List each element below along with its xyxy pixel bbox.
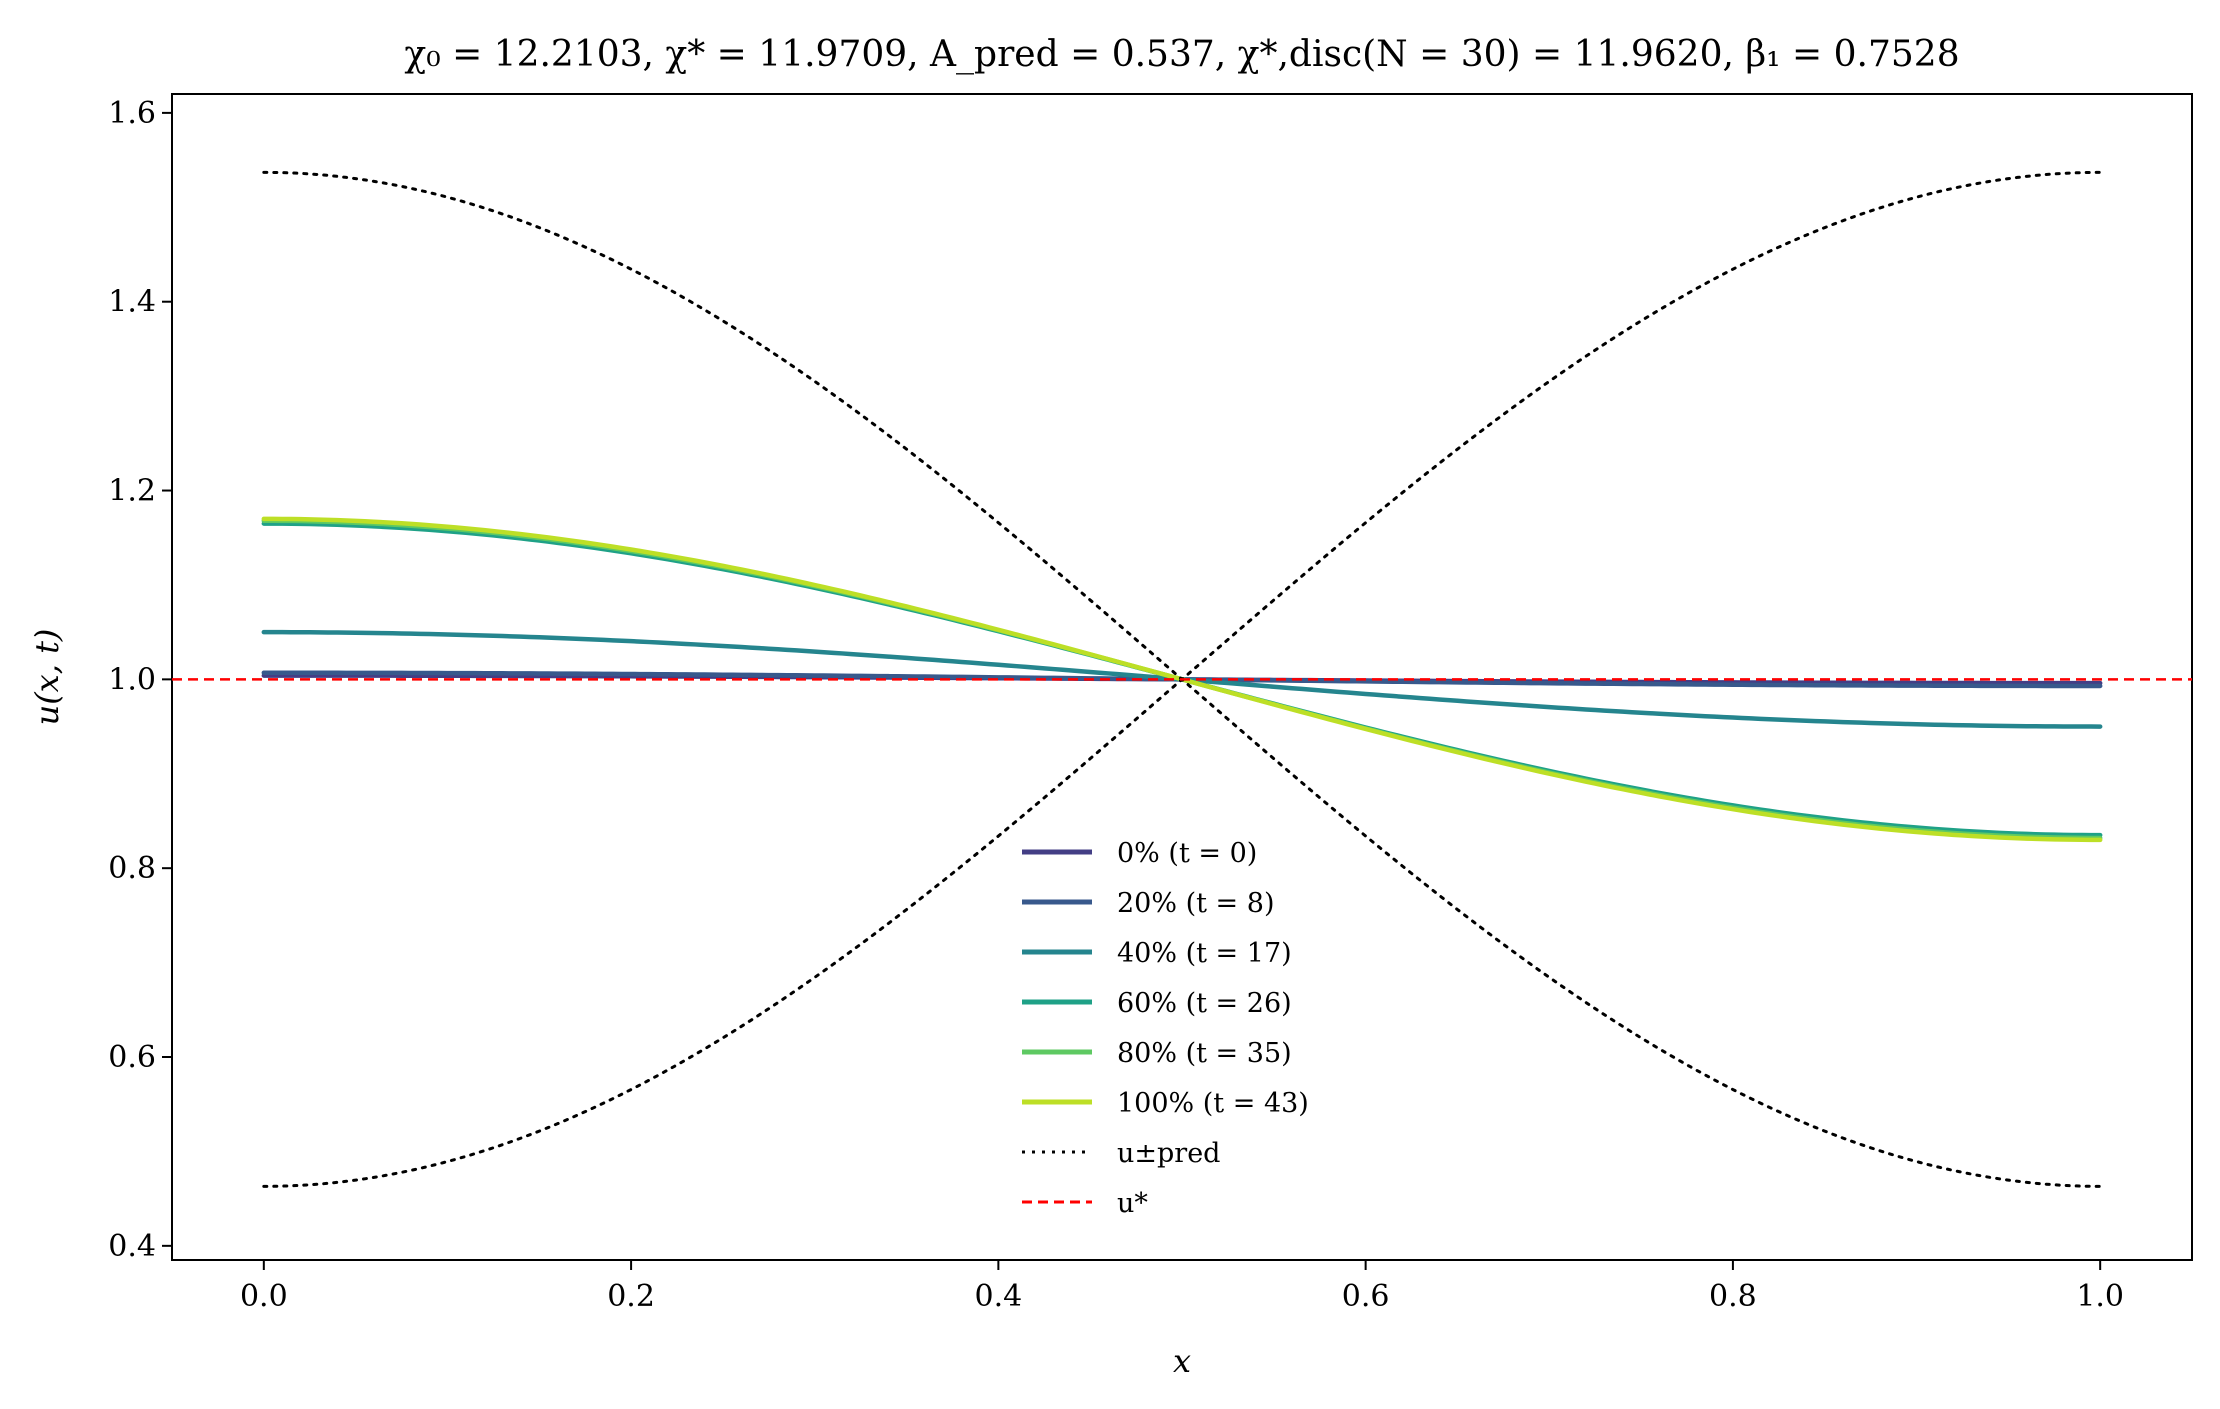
legend-80-t-35-label: 80% (t = 35) [1117, 1038, 1292, 1069]
y-tick-label: 1.0 [108, 662, 156, 697]
x-tick-label: 0.6 [1342, 1279, 1390, 1314]
legend-60-t-26-label: 60% (t = 26) [1117, 988, 1292, 1019]
y-tick-label: 1.4 [108, 285, 156, 320]
legend-100-t-43-label: 100% (t = 43) [1117, 1088, 1309, 1119]
y-tick-label: 0.8 [108, 851, 156, 886]
x-tick-label: 0.8 [1709, 1279, 1757, 1314]
x-axis-label: x [1173, 1342, 1191, 1380]
legend-u-pred-label: u±pred [1117, 1138, 1220, 1169]
x-tick-label: 0.2 [607, 1279, 655, 1314]
y-tick-label: 0.4 [108, 1229, 156, 1264]
legend-40-t-17-label: 40% (t = 17) [1117, 938, 1292, 969]
legend-20-t-8-label: 20% (t = 8) [1117, 888, 1274, 919]
y-tick-label: 1.6 [108, 96, 156, 131]
y-tick-label: 1.2 [108, 474, 156, 509]
x-axis: 0.0 0.2 0.4 0.6 0.8 1.0 [240, 1260, 2124, 1314]
legend-u-label: u* [1117, 1188, 1148, 1219]
x-tick-label: 0.0 [240, 1279, 288, 1314]
y-axis: 0.4 0.6 0.8 1.0 1.2 1.4 1.6 [108, 96, 172, 1264]
legend: 0% (t = 0) 20% (t = 8) 40% (t = 17) 60% (t … [1022, 838, 1309, 1219]
chart-title: χ₀ = 12.2103, χ* = 11.9709, A_pred = 0.5… [404, 34, 1959, 75]
legend-0-t-0-label: 0% (t = 0) [1117, 838, 1257, 869]
x-tick-label: 1.0 [2076, 1279, 2124, 1314]
y-axis-label: u(x, t) [28, 629, 66, 726]
series-layer [172, 170, 2192, 1188]
x-tick-label: 0.4 [975, 1279, 1023, 1314]
y-tick-label: 0.6 [108, 1040, 156, 1075]
